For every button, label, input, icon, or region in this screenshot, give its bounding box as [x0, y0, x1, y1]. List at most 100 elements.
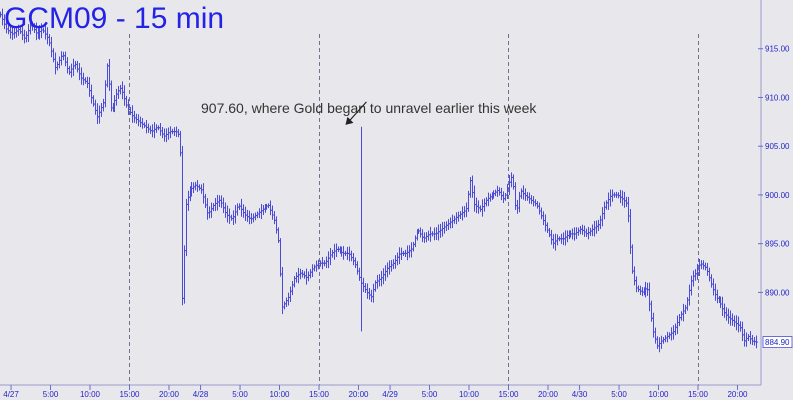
price-bar: [473, 185, 476, 212]
price-axis-ticks: 915.00 910.00 905.00 900.00 895.00 890.00: [758, 45, 790, 297]
price-bar: [459, 211, 462, 219]
price-bar: [658, 337, 661, 353]
price-bar: [666, 331, 669, 343]
time-tick-label: 5:00: [611, 390, 627, 399]
price-bar: [145, 119, 148, 134]
price-bar: [236, 203, 239, 216]
price-bar: [56, 61, 59, 71]
price-bar: [214, 197, 217, 212]
price-bar: [60, 51, 63, 66]
price-bar: [380, 270, 383, 287]
price-bar: [745, 332, 748, 347]
price-bar: [78, 62, 81, 81]
price-bar: [94, 99, 97, 115]
price-bar: [489, 193, 492, 202]
price-bar: [232, 210, 235, 225]
price-bar: [443, 221, 446, 234]
price-bar: [198, 184, 201, 191]
price-bar: [556, 234, 559, 246]
price-bar: [680, 311, 683, 321]
price-bar: [234, 205, 237, 224]
time-tick-label: 4/29: [382, 390, 398, 399]
price-bar: [427, 230, 430, 241]
price-bar: [52, 48, 55, 63]
price-bar: [98, 105, 101, 124]
price-bar: [311, 264, 314, 277]
price-bar: [388, 260, 391, 275]
price-bar: [406, 245, 409, 261]
price-bar: [370, 289, 373, 303]
price-bar: [301, 269, 304, 278]
price-bar: [226, 205, 229, 223]
price-bar: [741, 321, 744, 341]
price-bar: [248, 210, 251, 225]
price-bar: [283, 301, 286, 310]
price-bar: [262, 204, 265, 216]
price-bar: [297, 267, 300, 284]
price-bar: [564, 230, 567, 246]
price-bar: [702, 260, 705, 270]
price-bar: [204, 193, 207, 208]
price-bar: [550, 229, 553, 245]
price-bar: [303, 271, 306, 279]
price-tick-label: 905.00: [765, 142, 790, 151]
price-bar: [461, 206, 464, 221]
price-bar: [177, 128, 180, 138]
price-bar: [135, 113, 138, 124]
price-bar: [206, 198, 209, 220]
price-bar: [597, 219, 600, 232]
price-bar: [536, 201, 539, 209]
price-bar: [439, 223, 442, 238]
price-bar: [88, 77, 91, 97]
price-bar: [463, 206, 466, 218]
price-bar: [350, 250, 353, 262]
price-bar: [108, 59, 111, 91]
price-bar: [50, 36, 53, 58]
price-bar: [708, 267, 711, 282]
price-bar: [419, 227, 422, 238]
price-bar: [242, 204, 245, 218]
price-bar: [690, 275, 693, 296]
price-bar: [749, 331, 752, 345]
price-bar: [293, 275, 296, 288]
price-bar: [86, 76, 89, 89]
price-bar: [607, 192, 610, 210]
price-tick-label: 895.00: [765, 240, 790, 249]
price-bar: [110, 80, 113, 112]
price-bar: [735, 315, 738, 331]
price-bar: [453, 215, 456, 224]
price-bar: [117, 86, 120, 99]
price-bar: [625, 196, 628, 208]
time-tick-label: 10:00: [648, 390, 669, 399]
price-bar: [662, 336, 665, 344]
price-tick-label: 900.00: [765, 191, 790, 200]
price-bar: [475, 197, 478, 214]
price-bar: [496, 185, 499, 197]
price-bar: [333, 243, 336, 260]
price-bar: [494, 189, 497, 197]
price-bar: [90, 84, 93, 104]
price-bar: [437, 224, 440, 241]
price-bar: [137, 114, 140, 127]
price-bar: [254, 212, 257, 221]
price-bar: [392, 259, 395, 270]
price-bar: [520, 188, 523, 199]
price-bar: [169, 126, 172, 139]
price-bar: [609, 189, 612, 207]
price-bar: [295, 272, 298, 283]
price-tick-label: 915.00: [765, 45, 790, 54]
price-bar: [230, 214, 233, 221]
price-bar: [465, 202, 468, 218]
price-bar: [500, 187, 503, 201]
price-bar: [532, 196, 535, 207]
price-bar: [222, 197, 225, 214]
time-tick-label: 5:00: [422, 390, 438, 399]
price-bar: [212, 203, 215, 212]
price-bar: [210, 202, 213, 218]
price-bar: [194, 181, 197, 191]
price-bar: [74, 61, 77, 70]
price-bar: [309, 269, 312, 279]
price-bar: [660, 335, 663, 349]
price-bar: [102, 98, 105, 112]
